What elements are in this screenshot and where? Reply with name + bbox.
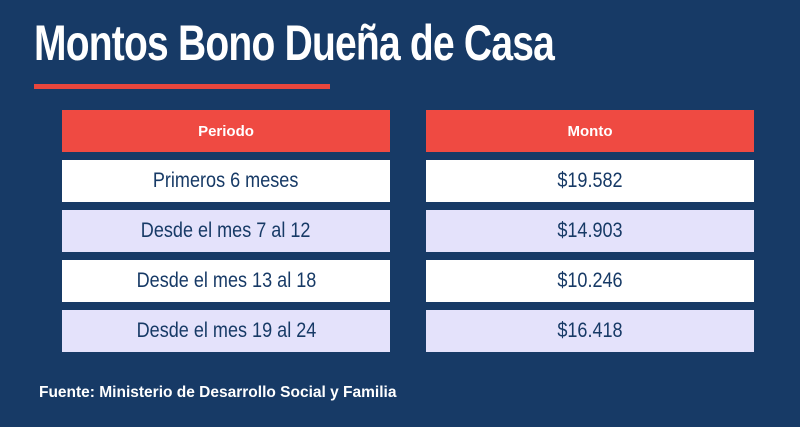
amount-cell-2: $14.903	[426, 210, 754, 252]
amount-cell-1-text: $19.582	[557, 169, 623, 192]
period-cell-4-text: Desde el mes 19 al 24	[136, 319, 316, 342]
period-cell-3: Desde el mes 13 al 18	[62, 260, 390, 302]
title-underline	[34, 84, 330, 89]
amount-cell-2-text: $14.903	[557, 219, 623, 242]
amount-header: Monto	[426, 110, 754, 152]
period-cell-3-text: Desde el mes 13 al 18	[136, 269, 316, 292]
period-cell-1-text: Primeros 6 meses	[153, 169, 299, 192]
period-cell-1: Primeros 6 meses	[62, 160, 390, 202]
period-cell-2: Desde el mes 7 al 12	[62, 210, 390, 252]
period-column: Periodo Primeros 6 meses Desde el mes 7 …	[62, 110, 390, 352]
amount-cell-4-text: $16.418	[557, 319, 623, 342]
amount-cell-1: $19.582	[426, 160, 754, 202]
page-title: Montos Bono Dueña de Casa	[34, 15, 555, 71]
amount-column: Monto $19.582 $14.903 $10.246 $16.418	[426, 110, 754, 352]
amount-cell-4: $16.418	[426, 310, 754, 352]
amount-cell-3-text: $10.246	[557, 269, 623, 292]
period-header: Periodo	[62, 110, 390, 152]
source-note: Fuente: Ministerio de Desarrollo Social …	[39, 384, 397, 401]
period-cell-2-text: Desde el mes 7 al 12	[141, 219, 311, 242]
period-cell-4: Desde el mes 19 al 24	[62, 310, 390, 352]
amount-cell-3: $10.246	[426, 260, 754, 302]
